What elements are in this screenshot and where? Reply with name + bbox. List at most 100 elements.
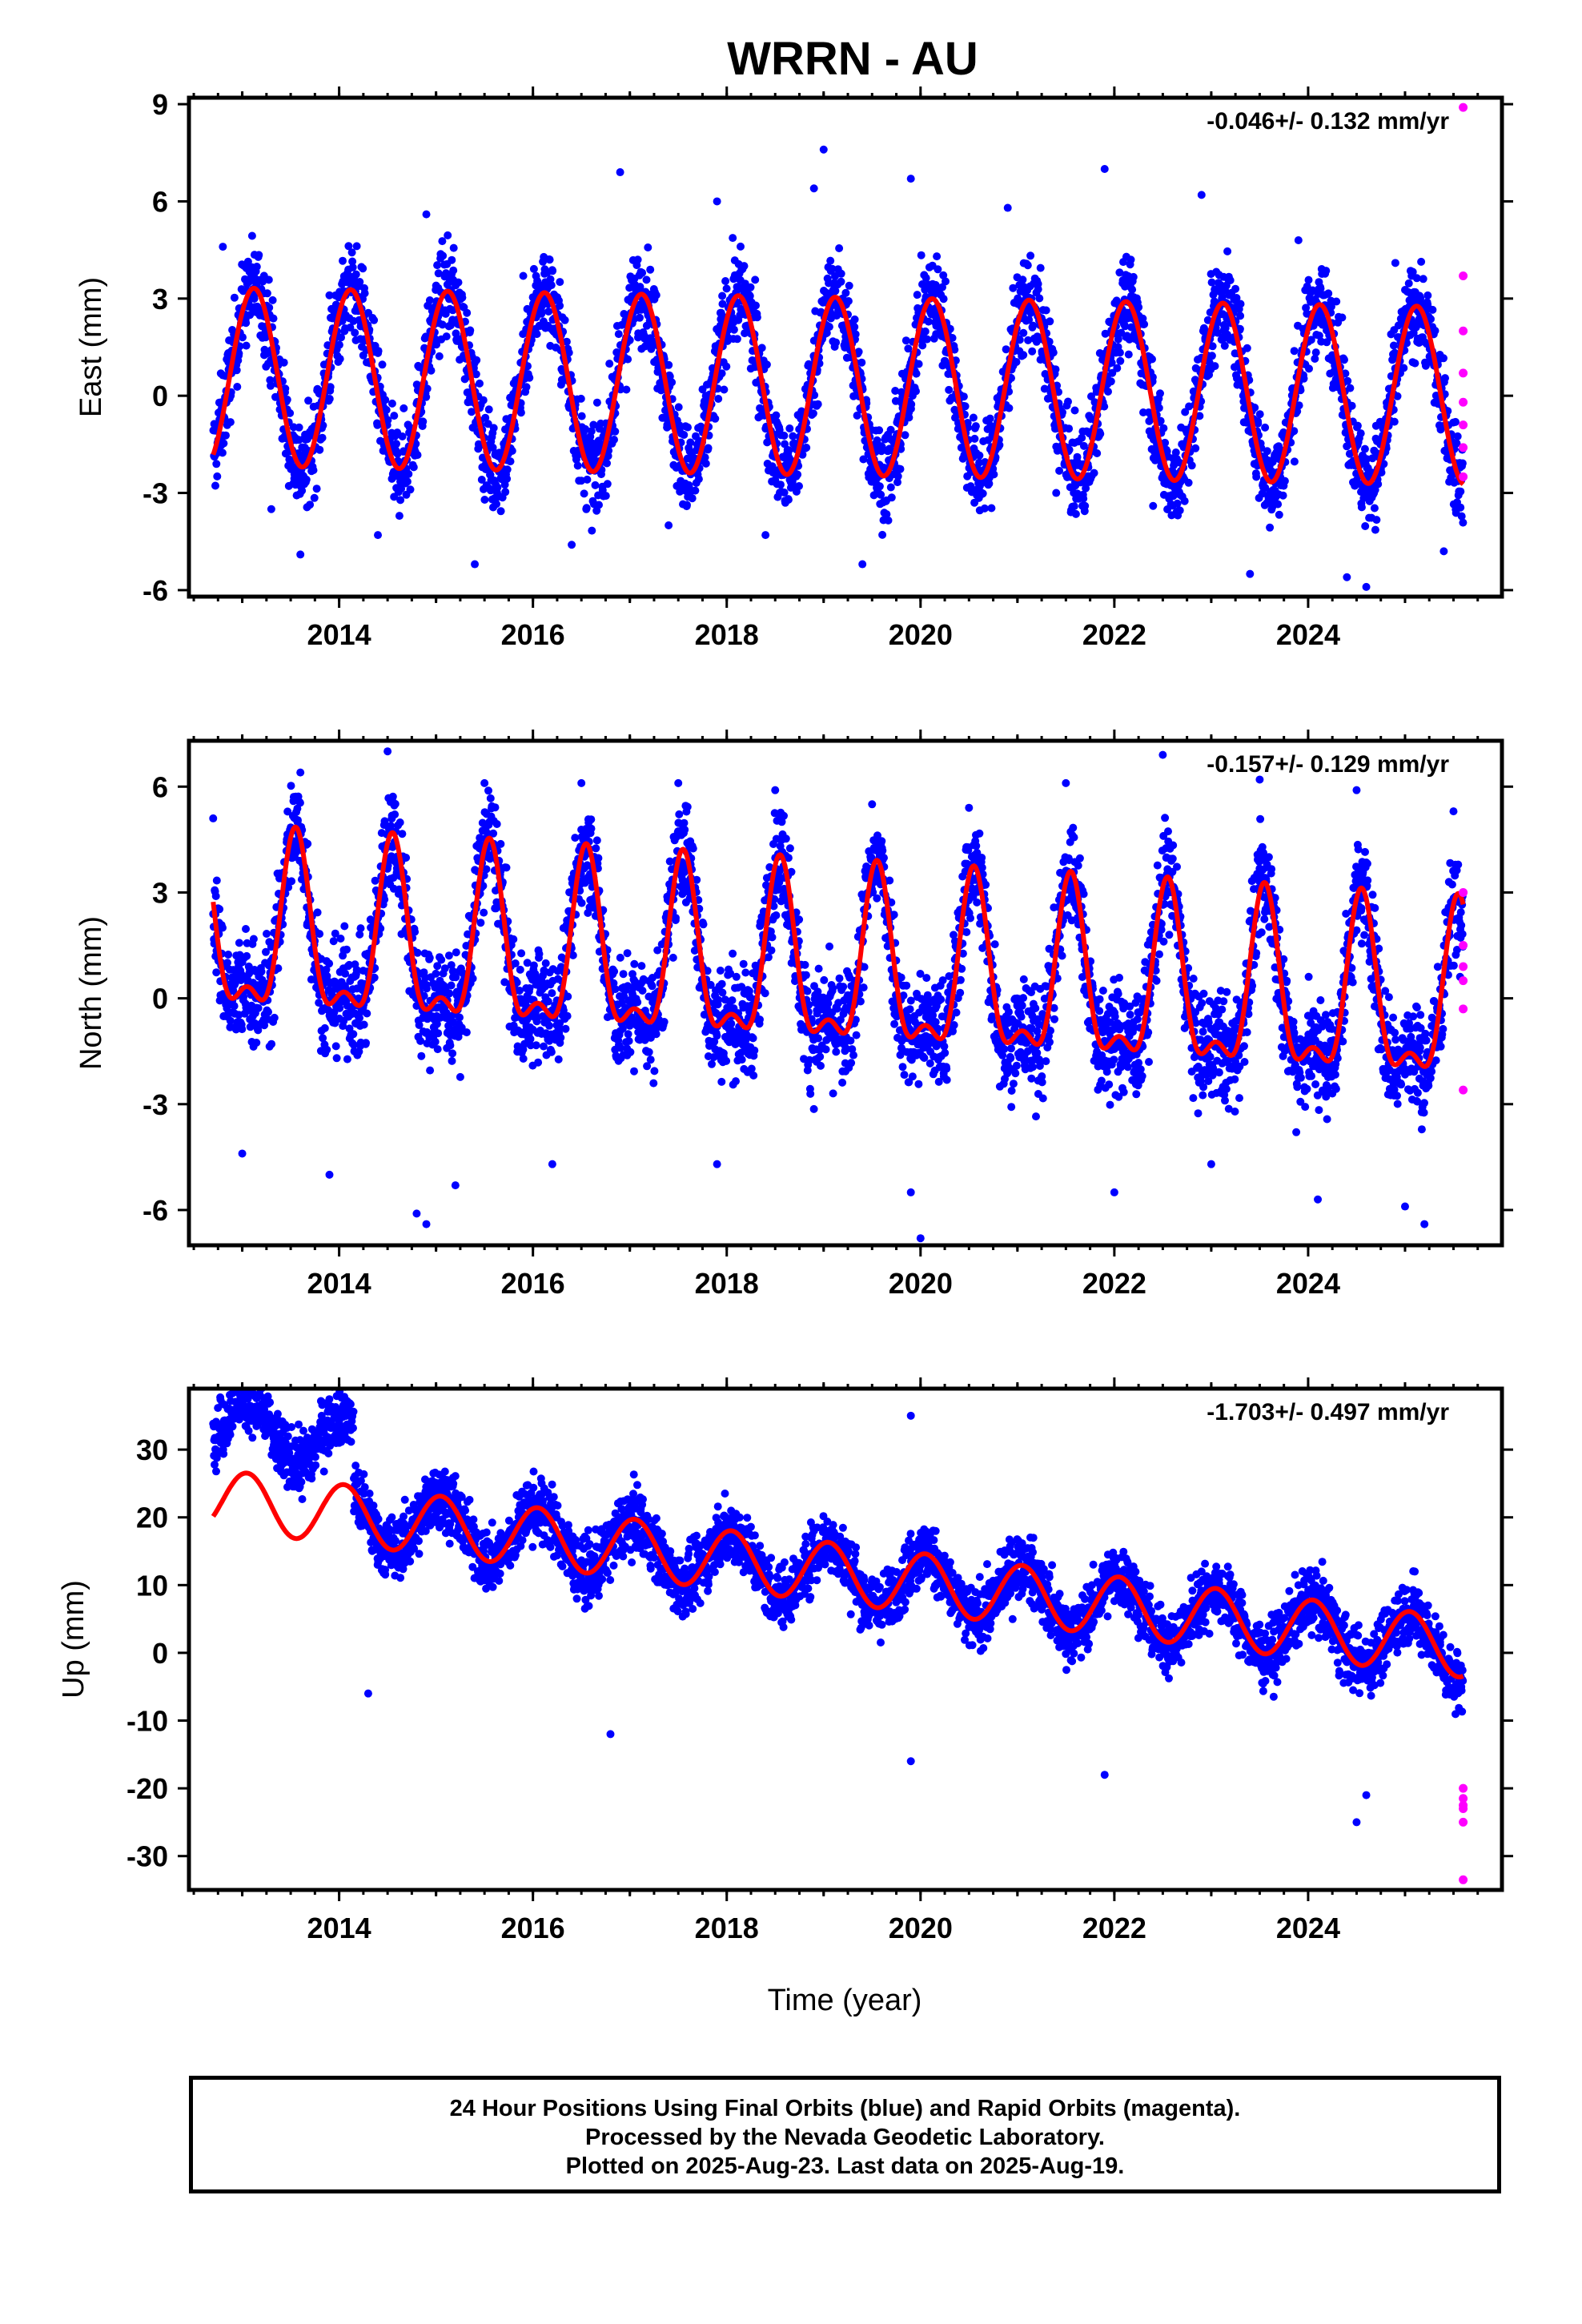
- data-point: [1128, 285, 1137, 294]
- data-point: [211, 892, 220, 900]
- data-point: [841, 288, 850, 297]
- data-point: [878, 530, 887, 539]
- data-point: [1187, 461, 1196, 470]
- x-tick-label: 2014: [307, 618, 371, 651]
- data-point: [1090, 468, 1098, 477]
- data-point: [232, 366, 241, 375]
- data-point: [1361, 522, 1370, 530]
- data-point: [224, 951, 233, 959]
- data-point: [970, 434, 979, 443]
- data-point: [486, 794, 495, 802]
- data-point: [212, 876, 221, 885]
- data-point: [785, 424, 794, 432]
- data-point: [1029, 321, 1038, 330]
- data-point: [306, 501, 315, 509]
- data-point: [969, 413, 978, 422]
- data-point: [945, 385, 954, 394]
- data-point: [484, 420, 492, 428]
- data-point: [711, 414, 720, 423]
- data-point: [1423, 291, 1432, 300]
- data-point: [348, 257, 357, 266]
- data-point: [718, 300, 727, 308]
- data-point: [396, 818, 404, 826]
- data-point: [212, 460, 221, 468]
- data-point: [1390, 417, 1399, 426]
- data-point: [382, 405, 391, 414]
- data-point: [752, 301, 760, 310]
- data-point: [449, 266, 458, 275]
- data-point: [448, 1049, 457, 1058]
- data-point: [1023, 261, 1032, 270]
- data-point-outlier: [296, 550, 305, 559]
- data-point: [611, 427, 620, 436]
- data-point: [887, 493, 896, 502]
- data-point: [1371, 525, 1379, 534]
- data-point: [476, 379, 484, 388]
- data-point: [1346, 384, 1355, 392]
- data-point: [329, 937, 338, 946]
- data-point: [468, 408, 476, 416]
- data-point: [1419, 275, 1427, 283]
- data-point: [254, 1026, 263, 1035]
- data-point: [413, 451, 422, 460]
- data-point: [287, 877, 296, 886]
- data-point: [875, 482, 884, 491]
- data-point: [303, 839, 312, 848]
- data-point: [1046, 317, 1054, 326]
- data-point: [793, 470, 802, 479]
- data-point: [1002, 345, 1010, 354]
- data-point: [463, 308, 472, 317]
- data-point: [456, 1013, 464, 1022]
- data-point: [1064, 397, 1072, 406]
- data-point: [694, 475, 703, 484]
- data-point: [1332, 297, 1341, 306]
- data-point: [508, 447, 516, 455]
- data-point-outlier: [1294, 236, 1303, 244]
- data-point-outlier: [665, 521, 673, 529]
- data-point: [402, 854, 411, 862]
- data-point-outlier: [1149, 501, 1158, 510]
- data-point: [404, 469, 413, 478]
- data-point: [922, 335, 931, 344]
- data-point: [1148, 355, 1156, 364]
- data-point: [746, 283, 755, 292]
- data-point: [263, 289, 271, 298]
- data-point: [959, 392, 968, 401]
- data-point: [562, 337, 571, 346]
- x-tick-label: 2020: [889, 618, 953, 651]
- data-point: [254, 1003, 263, 1012]
- data-point: [439, 251, 448, 260]
- data-point: [1126, 255, 1135, 264]
- data-point: [283, 396, 291, 404]
- data-point: [1191, 444, 1200, 452]
- rapid-data-point: [1459, 443, 1468, 452]
- north-plot-area: [209, 747, 1468, 1243]
- data-point: [325, 959, 334, 968]
- data-point: [717, 369, 726, 378]
- data-point: [249, 935, 258, 943]
- data-point: [850, 323, 859, 332]
- data-point: [313, 908, 322, 917]
- data-point: [344, 242, 353, 251]
- data-point: [511, 959, 520, 967]
- data-point: [1441, 374, 1449, 383]
- rapid-data-point: [1459, 368, 1468, 378]
- data-point: [309, 466, 318, 475]
- data-point: [532, 1041, 540, 1050]
- data-point-outlier: [1246, 569, 1255, 578]
- data-point: [901, 336, 910, 345]
- data-point: [243, 951, 251, 960]
- data-point: [425, 954, 434, 962]
- data-point: [1458, 459, 1467, 468]
- data-point: [1175, 506, 1184, 515]
- data-point: [509, 935, 518, 943]
- data-point: [990, 470, 998, 479]
- data-point: [363, 1009, 371, 1018]
- data-point: [1417, 257, 1426, 266]
- data-point: [315, 445, 324, 454]
- data-point-outlier: [1391, 259, 1399, 267]
- data-point: [625, 336, 634, 344]
- data-point: [1015, 336, 1024, 344]
- data-point: [390, 412, 399, 420]
- data-point: [501, 488, 510, 497]
